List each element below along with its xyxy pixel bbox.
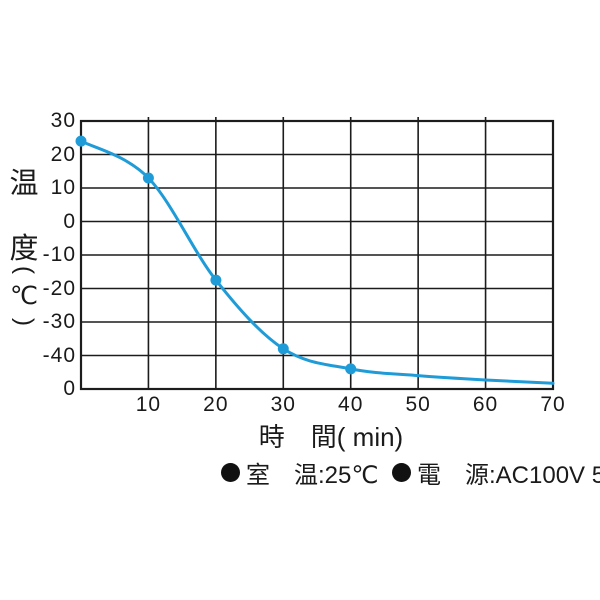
- y-axis-tick-labels: 30 20 10 0 -10 -20 -30 -40 0: [0, 0, 76, 600]
- y-tick-label: 30: [50, 109, 76, 132]
- note-room-temperature: 室 温:25℃: [221, 455, 378, 489]
- y-tick-label: 0: [63, 209, 76, 233]
- y-tick-label: -40: [42, 343, 76, 367]
- note-text: 電 源:AC100V 50Hz: [417, 461, 600, 489]
- y-axis-title-char: 度: [9, 233, 39, 265]
- x-tick-label: 20: [203, 393, 229, 416]
- x-axis-tick-labels: 10 20 30 40 50 60 70: [0, 393, 600, 419]
- data-point-marker: [75, 135, 87, 147]
- x-tick-label: 50: [405, 393, 431, 416]
- y-tick-label: -10: [42, 243, 76, 266]
- x-tick-label: 30: [270, 393, 296, 416]
- x-axis-title: 時 間( min): [258, 422, 404, 452]
- data-point-marker: [142, 172, 154, 184]
- y-tick-label: 10: [50, 176, 76, 199]
- data-point-marker: [210, 274, 222, 286]
- origin-tick-label: 0: [63, 377, 76, 400]
- note-text: 室 温:25℃: [246, 461, 379, 489]
- close-paren-vertical: ): [11, 318, 38, 326]
- footnotes: 室 温:25℃ 電 源:AC100V 50Hz: [0, 455, 600, 489]
- y-axis-title-char: 温: [9, 168, 39, 200]
- x-tick-label: 70: [540, 393, 566, 416]
- bullet-icon: [392, 462, 411, 482]
- x-tick-label: 10: [135, 393, 162, 416]
- x-tick-label: 60: [472, 393, 499, 416]
- y-tick-label: 20: [50, 142, 76, 166]
- bullet-icon: [221, 462, 240, 482]
- y-tick-label: -30: [42, 310, 76, 333]
- celsius-unit-label: ℃: [9, 282, 39, 310]
- y-axis-title: 温 度 ( ℃ ): [4, 0, 44, 600]
- y-tick-label: -20: [42, 276, 76, 300]
- temperature-curve: [79, 139, 555, 385]
- data-point-marker: [277, 343, 289, 355]
- data-point-marker: [345, 363, 357, 375]
- plot-border: [79, 119, 555, 391]
- note-power-source: 電 源:AC100V 50Hz: [392, 455, 600, 489]
- x-tick-label: 40: [338, 393, 364, 416]
